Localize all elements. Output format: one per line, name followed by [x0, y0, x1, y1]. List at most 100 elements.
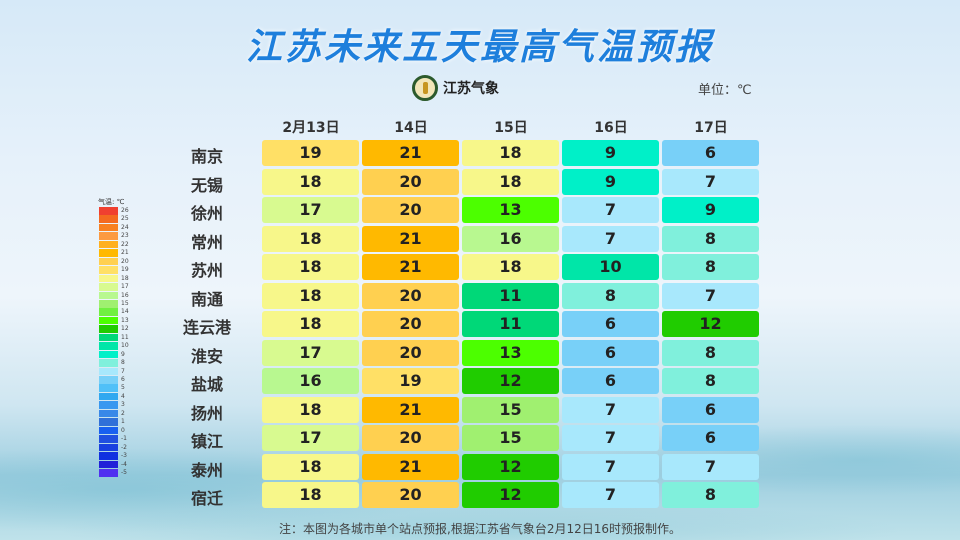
temperature-cell: 13 — [462, 197, 559, 223]
legend-label: -2 — [121, 443, 127, 451]
legend-label: 12 — [121, 325, 129, 333]
legend-swatch — [99, 240, 118, 249]
temperature-cell: 16 — [462, 225, 559, 252]
temperature-cell: 17 — [262, 339, 359, 366]
temperature-cell: 18 — [262, 482, 359, 508]
temperature-cell: 6 — [562, 368, 659, 394]
temperature-cell: 18 — [262, 453, 359, 480]
row-header: 镇江 — [190, 432, 223, 451]
legend-swatch — [99, 468, 118, 477]
temperature-cell: 20 — [362, 197, 459, 223]
temperature-cell: 6 — [662, 396, 759, 423]
legend-title: 气温: ℃ — [98, 198, 125, 206]
temperature-cell: 17 — [262, 425, 359, 451]
temperature-cell: 20 — [362, 311, 459, 337]
temperature-cell: 19 — [362, 368, 459, 394]
temperature-cell: 12 — [462, 368, 559, 394]
footnote: 注：本图为各城市单个站点预报,根据江苏省气象台2月12日16时预报制作。 — [279, 522, 681, 536]
row-header: 徐州 — [190, 204, 223, 223]
legend-label: 14 — [121, 308, 129, 316]
row-header: 宿迁 — [190, 489, 223, 508]
legend-label: 18 — [121, 274, 129, 282]
legend-label: 22 — [121, 240, 129, 248]
temperature-cell: 21 — [362, 254, 459, 280]
legend-label: 19 — [121, 266, 129, 274]
legend-swatch — [99, 291, 118, 300]
temperature-cell: 6 — [662, 140, 759, 166]
legend-label: -3 — [121, 452, 127, 460]
legend-swatch — [99, 266, 118, 274]
row-header: 南京 — [190, 147, 223, 166]
legend-swatch — [99, 409, 118, 418]
temperature-cell: 19 — [262, 140, 359, 166]
legend-label: 1 — [121, 418, 125, 426]
legend-label: 9 — [121, 350, 125, 358]
column-header: 2月13日 — [282, 120, 340, 136]
temperature-cell: 20 — [362, 168, 459, 195]
legend-swatch — [99, 342, 118, 350]
legend-label: 23 — [121, 232, 129, 240]
legend-label: 24 — [121, 223, 129, 231]
row-header: 盐城 — [190, 375, 223, 394]
temperature-cell: 18 — [262, 168, 359, 195]
temperature-cell: 8 — [662, 482, 759, 508]
temperature-cell: 12 — [462, 453, 559, 480]
temperature-cell: 21 — [362, 396, 459, 423]
legend-swatch — [99, 316, 118, 325]
temperature-cell: 8 — [562, 282, 659, 309]
legend-swatch — [99, 223, 118, 232]
column-header: 14日 — [394, 120, 428, 136]
temperature-cell: 15 — [462, 425, 559, 451]
temperature-cell: 18 — [462, 254, 559, 280]
legend-label: 8 — [121, 359, 125, 367]
legend-label: 21 — [121, 249, 129, 257]
legend-swatch — [99, 274, 118, 283]
legend-label: 25 — [121, 215, 129, 223]
legend-swatch — [99, 207, 118, 215]
temperature-cell: 7 — [562, 425, 659, 451]
unit-label: 单位：℃ — [698, 83, 752, 98]
column-header: 15日 — [494, 120, 528, 136]
temperature-cell: 16 — [262, 368, 359, 394]
legend-swatch — [99, 367, 118, 376]
legend-label: 3 — [121, 401, 125, 409]
temperature-cell: 8 — [662, 225, 759, 252]
temperature-cell: 20 — [362, 482, 459, 508]
temperature-cell: 20 — [362, 282, 459, 309]
temperature-cell: 13 — [462, 339, 559, 366]
page-title: 江苏未来五天最高气温预报 — [245, 27, 714, 68]
column-header: 16日 — [594, 120, 628, 136]
legend-swatch — [99, 359, 118, 367]
temperature-cell: 7 — [562, 396, 659, 423]
temperature-cell: 9 — [562, 140, 659, 166]
temperature-cell: 20 — [362, 339, 459, 366]
legend-swatch — [99, 350, 118, 359]
legend-label: 7 — [121, 367, 125, 375]
temperature-cell: 21 — [362, 140, 459, 166]
legend-label: 15 — [121, 299, 129, 307]
temperature-cell: 7 — [562, 197, 659, 223]
legend-swatch — [99, 283, 118, 291]
legend-label: 4 — [121, 392, 125, 400]
temperature-cell: 12 — [662, 311, 759, 337]
row-header: 无锡 — [190, 175, 223, 195]
legend-swatch — [99, 325, 118, 333]
temperature-cell: 6 — [562, 339, 659, 366]
legend-label: -5 — [121, 468, 127, 476]
legend-swatch — [99, 384, 118, 393]
legend-swatch — [99, 452, 118, 460]
seal-icon — [412, 75, 438, 101]
temperature-cell: 9 — [662, 197, 759, 223]
legend-swatch — [99, 376, 118, 384]
legend-label: 16 — [121, 291, 129, 299]
row-header: 扬州 — [190, 403, 223, 423]
row-header: 苏州 — [190, 261, 223, 280]
temperature-cell: 7 — [562, 482, 659, 508]
temperature-cell: 17 — [262, 197, 359, 223]
row-header: 淮安 — [190, 346, 223, 366]
temperature-cell: 18 — [262, 396, 359, 423]
temperature-cell: 11 — [462, 282, 559, 309]
legend-swatch — [99, 443, 118, 452]
row-header: 泰州 — [190, 460, 223, 480]
legend-swatch — [99, 392, 118, 401]
